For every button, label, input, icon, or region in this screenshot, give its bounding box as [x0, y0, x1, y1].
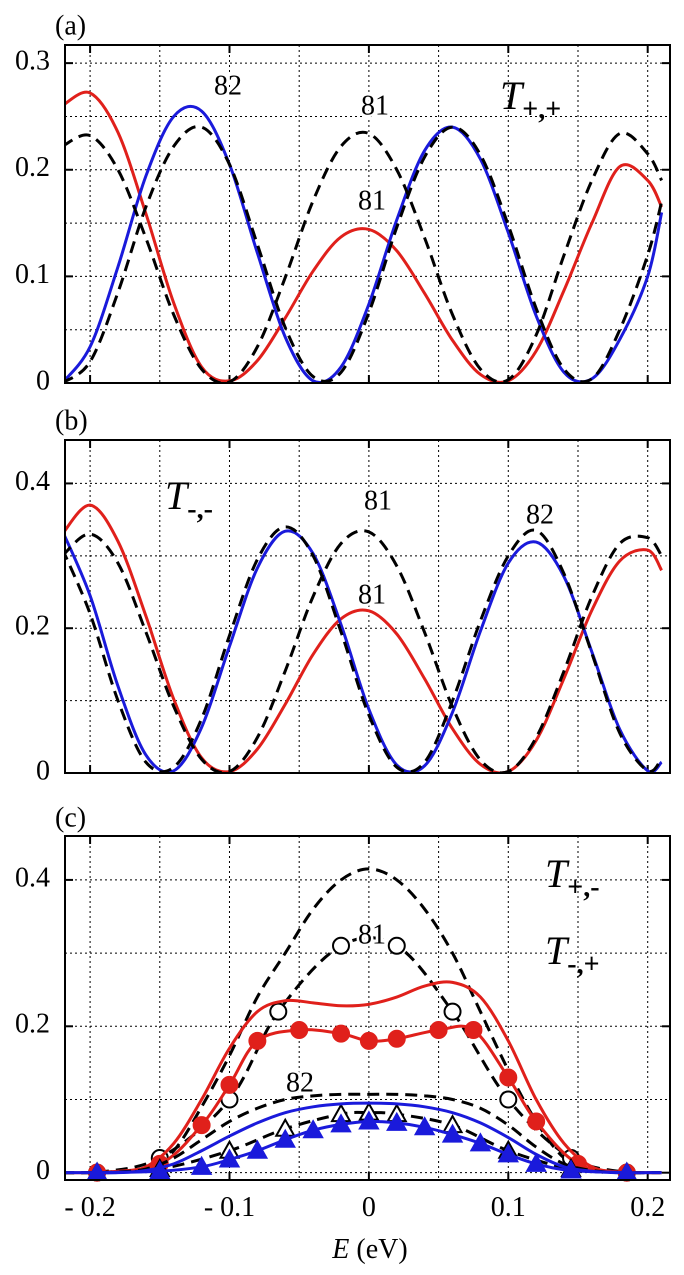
annotation: 82: [526, 499, 554, 530]
marker: [527, 1112, 546, 1131]
annotation: 81: [358, 185, 386, 216]
curve: [65, 503, 663, 773]
y-tick-label: 0.4: [15, 466, 50, 497]
curve: [65, 867, 662, 1175]
y-tick-label: 0.4: [15, 862, 50, 893]
panel: (c)00.20.4- 0.2- 0.1 0 0.1 0.28182T+,-T-,+E…: [15, 802, 671, 1265]
curve: [96, 1110, 627, 1175]
marker: [220, 1075, 239, 1094]
annotation-var: T: [545, 928, 570, 973]
panel-label: (a): [55, 10, 86, 41]
marker: [302, 1119, 324, 1139]
annotation: 82: [286, 1067, 314, 1098]
marker: [443, 1002, 462, 1021]
curve: [65, 90, 663, 383]
y-tick-label: 0.3: [15, 46, 50, 77]
marker: [269, 1002, 288, 1021]
x-label-var: E: [331, 1234, 349, 1265]
y-tick-label: 0.1: [15, 259, 50, 290]
frame: [64, 44, 671, 384]
marker: [499, 1068, 518, 1087]
marker: [441, 1123, 464, 1143]
annotation-sub: +,+: [522, 94, 561, 125]
annotation-var: T: [545, 851, 570, 896]
y-tick-label: 0: [36, 365, 50, 396]
annotation: T+,+: [500, 73, 561, 125]
marker: [387, 1029, 406, 1048]
annotation: T-,+: [545, 928, 600, 980]
curve: [65, 529, 663, 773]
marker: [246, 1139, 269, 1159]
x-tick-label: - 0.1: [204, 1192, 255, 1223]
marker: [464, 1020, 483, 1039]
frame: [64, 439, 671, 774]
marker: [218, 1148, 241, 1168]
annotation-var: T: [165, 473, 190, 518]
annotation: T+,-: [545, 851, 600, 903]
annotation: 81: [361, 90, 389, 121]
annotation: T-,-: [165, 473, 213, 525]
curve: [65, 104, 664, 383]
marker: [332, 1024, 351, 1043]
x-tick-label: 0: [362, 1192, 376, 1223]
marker: [274, 1128, 296, 1148]
marker: [413, 1116, 436, 1136]
marker: [525, 1152, 547, 1172]
annotation-sub: -,+: [567, 949, 599, 980]
marker: [330, 1113, 352, 1133]
panel: (a) 0 0.1 0.2 0.3 82 81 81 T+,+: [15, 10, 671, 396]
marker: [386, 1111, 408, 1131]
annotation: 81: [364, 485, 392, 516]
marker: [359, 1031, 378, 1050]
annotation-sub: -,-: [187, 494, 213, 525]
marker: [429, 1020, 448, 1039]
y-tick-label: 0.2: [15, 1009, 50, 1040]
panel-label: (c): [55, 802, 86, 833]
x-label-unit: (eV): [356, 1234, 407, 1265]
marker: [469, 1132, 492, 1152]
marker: [192, 1116, 211, 1135]
marker: [332, 936, 351, 955]
annotation: 81: [358, 919, 386, 950]
frame: [64, 835, 671, 1181]
marker: [560, 1159, 582, 1179]
x-axis-label: E (eV): [331, 1234, 407, 1265]
marker: [149, 1160, 171, 1180]
marker: [290, 1020, 309, 1039]
curve: [65, 125, 664, 383]
y-tick-label: 0.2: [15, 611, 50, 642]
annotation: 82: [214, 70, 242, 101]
panel: (b) 0 0.2 0.4 T-,- 81 81 82: [15, 405, 671, 786]
curve: [65, 525, 663, 773]
curve: [65, 980, 662, 1175]
x-tick-label: - 0.2: [64, 1192, 115, 1223]
annotation-sub: +,-: [567, 872, 599, 903]
y-tick-label: 0.2: [15, 152, 50, 183]
marker: [497, 1143, 520, 1163]
panel-label: (b): [55, 405, 88, 436]
marker: [190, 1155, 213, 1175]
marker: [499, 1090, 518, 1109]
y-tick-label: 0: [36, 755, 50, 786]
annotation-var: T: [500, 73, 525, 118]
marker: [387, 936, 406, 955]
marker: [358, 1110, 380, 1130]
marker: [248, 1031, 267, 1050]
y-tick-label: 0: [36, 1155, 50, 1186]
x-tick-label: 0.1: [491, 1192, 526, 1223]
annotation: 81: [358, 579, 386, 610]
curve: [65, 130, 663, 383]
x-tick-label: 0.2: [630, 1192, 665, 1223]
curve: [65, 1092, 662, 1175]
